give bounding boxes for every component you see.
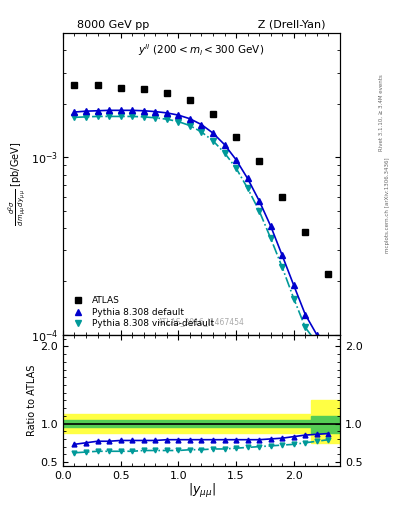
Pythia 8.308 default [187, 116, 192, 122]
ATLAS [118, 85, 123, 91]
Pythia 8.308 default [176, 112, 181, 118]
ATLAS [234, 134, 239, 140]
Pythia 8.308 vincia-default [303, 325, 308, 331]
Pythia 8.308 default [107, 107, 112, 113]
Pythia 8.308 vincia-default [234, 165, 239, 171]
Pythia 8.308 vincia-default [72, 114, 77, 120]
Line: ATLAS: ATLAS [71, 82, 332, 278]
Pythia 8.308 vincia-default [95, 113, 100, 119]
Pythia 8.308 default [84, 108, 88, 114]
Title: 8000 GeV pp                               Z (Drell-Yan): 8000 GeV pp Z (Drell-Yan) [77, 20, 326, 30]
Pythia 8.308 default [280, 252, 285, 259]
ATLAS [326, 271, 331, 277]
Pythia 8.308 default [95, 108, 100, 114]
ATLAS [164, 90, 169, 96]
Pythia 8.308 vincia-default [268, 235, 273, 241]
Pythia 8.308 vincia-default [118, 113, 123, 119]
ATLAS [95, 82, 100, 88]
ATLAS [141, 86, 146, 92]
ATLAS [211, 111, 215, 117]
Pythia 8.308 vincia-default [257, 208, 261, 214]
Pythia 8.308 vincia-default [176, 118, 181, 124]
Pythia 8.308 vincia-default [187, 122, 192, 129]
Pythia 8.308 default [234, 157, 239, 163]
ATLAS [303, 229, 308, 235]
Bar [311, 400, 340, 443]
Pythia 8.308 default [72, 109, 77, 115]
Pythia 8.308 vincia-default [130, 113, 134, 119]
Pythia 8.308 vincia-default [280, 264, 285, 270]
Pythia 8.308 default [326, 340, 331, 346]
Pythia 8.308 vincia-default [84, 114, 88, 120]
Pythia 8.308 default [292, 282, 296, 288]
Pythia 8.308 vincia-default [199, 129, 204, 135]
Pythia 8.308 vincia-default [222, 150, 227, 156]
Pythia 8.308 default [164, 110, 169, 116]
Text: mcplots.cern.ch [arXiv:1306.3436]: mcplots.cern.ch [arXiv:1306.3436] [385, 157, 389, 252]
Pythia 8.308 default [153, 109, 158, 115]
Pythia 8.308 default [199, 121, 204, 127]
Bar [63, 420, 340, 428]
Y-axis label: $\frac{d^2\!\sigma}{d\,m_{\mu\mu}\,d\,y_{\mu\mu}}$ [pb/GeV]: $\frac{d^2\!\sigma}{d\,m_{\mu\mu}\,d\,y_… [6, 142, 28, 226]
Pythia 8.308 vincia-default [292, 295, 296, 302]
Legend: ATLAS, Pythia 8.308 default, Pythia 8.308 vincia-default: ATLAS, Pythia 8.308 default, Pythia 8.30… [67, 294, 216, 330]
ATLAS [187, 97, 192, 103]
Pythia 8.308 vincia-default [326, 349, 331, 355]
Pythia 8.308 default [222, 141, 227, 147]
Pythia 8.308 default [141, 108, 146, 114]
Pythia 8.308 default [245, 176, 250, 182]
Pythia 8.308 vincia-default [211, 138, 215, 144]
Pythia 8.308 vincia-default [107, 113, 112, 119]
Pythia 8.308 default [118, 107, 123, 113]
Pythia 8.308 vincia-default [141, 114, 146, 120]
Pythia 8.308 default [303, 311, 308, 317]
ATLAS [280, 194, 285, 200]
Pythia 8.308 default [268, 223, 273, 229]
Line: Pythia 8.308 vincia-default: Pythia 8.308 vincia-default [72, 114, 331, 355]
Pythia 8.308 default [130, 107, 134, 113]
X-axis label: $|y_{\mu\mu}|$: $|y_{\mu\mu}|$ [187, 482, 215, 500]
Pythia 8.308 vincia-default [164, 116, 169, 122]
Pythia 8.308 default [314, 332, 319, 338]
Line: Pythia 8.308 default: Pythia 8.308 default [72, 108, 331, 346]
Pythia 8.308 vincia-default [153, 115, 158, 121]
Y-axis label: Ratio to ATLAS: Ratio to ATLAS [28, 365, 37, 436]
ATLAS [257, 158, 261, 164]
Bar [311, 416, 340, 433]
ATLAS [72, 82, 77, 88]
Pythia 8.308 vincia-default [245, 185, 250, 191]
Text: $y^{ll}\ (200 < m_l < 300\ \mathrm{GeV})$: $y^{ll}\ (200 < m_l < 300\ \mathrm{GeV})… [138, 42, 264, 58]
Text: ATLAS_2016_I1467454: ATLAS_2016_I1467454 [158, 317, 245, 326]
Pythia 8.308 vincia-default [314, 340, 319, 346]
Pythia 8.308 default [211, 130, 215, 136]
Bar [63, 414, 340, 433]
Text: Rivet 3.1.10, ≥ 3.4M events: Rivet 3.1.10, ≥ 3.4M events [379, 74, 384, 151]
Pythia 8.308 default [257, 198, 261, 204]
